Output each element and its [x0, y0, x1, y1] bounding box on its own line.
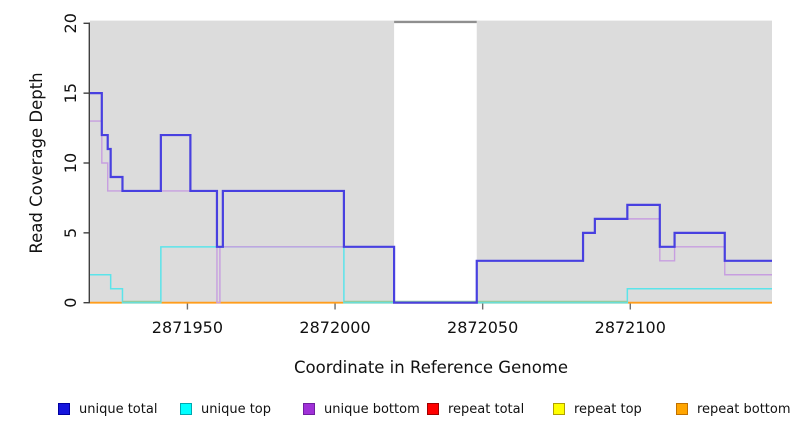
legend-label: repeat bottom: [697, 401, 791, 417]
x-tick-label: 2872050: [447, 318, 518, 337]
plot-background-layer: [90, 20, 772, 304]
legend-item-repeat-top: repeat top: [553, 400, 642, 418]
legend-swatch-icon: [676, 403, 688, 415]
series-line-unique-top: [90, 246, 772, 304]
legend-swatch-icon: [58, 403, 70, 415]
covered-region-rect: [90, 20, 395, 304]
y-tick-label: 15: [61, 83, 80, 103]
legend-item-repeat-total: repeat total: [427, 400, 524, 418]
legend-label: unique bottom: [324, 401, 420, 417]
legend-item-unique-top: unique top: [180, 400, 271, 418]
legend-swatch-icon: [427, 403, 439, 415]
x-tick-label: 2872100: [595, 318, 666, 337]
legend-swatch-icon: [303, 403, 315, 415]
legend-swatch-icon: [180, 403, 192, 415]
legend-label: unique total: [79, 401, 158, 417]
legend-swatch-icon: [553, 403, 565, 415]
x-tick-label: 2872000: [299, 318, 370, 337]
legend-item-unique-total: unique total: [58, 400, 157, 418]
legend-label: unique top: [201, 401, 272, 417]
legend-label: repeat top: [574, 401, 642, 417]
x-tick-label: 2871950: [152, 318, 223, 337]
y-tick-label: 10: [61, 153, 80, 173]
axes-layer: 0 5 10 15 20 2871950 2872000 2872050 2872100: [61, 13, 666, 337]
covered-region-rect: [476, 20, 772, 304]
series-line-unique-total: [90, 92, 772, 304]
series-lines-layer: [90, 92, 772, 304]
y-tick-label: 5: [61, 228, 80, 238]
x-axis-title: Coordinate in Reference Genome: [294, 358, 568, 377]
legend-item-unique-bottom: unique bottom: [303, 400, 420, 418]
y-tick-label: 20: [61, 13, 80, 33]
legend-label: repeat total: [448, 401, 525, 417]
y-tick-label: 0: [61, 298, 80, 308]
legend-item-repeat-bottom: repeat bottom: [676, 400, 791, 418]
y-axis-title: Read Coverage Depth: [27, 72, 46, 253]
legend: unique total unique top unique bottom repea…: [0, 400, 792, 424]
